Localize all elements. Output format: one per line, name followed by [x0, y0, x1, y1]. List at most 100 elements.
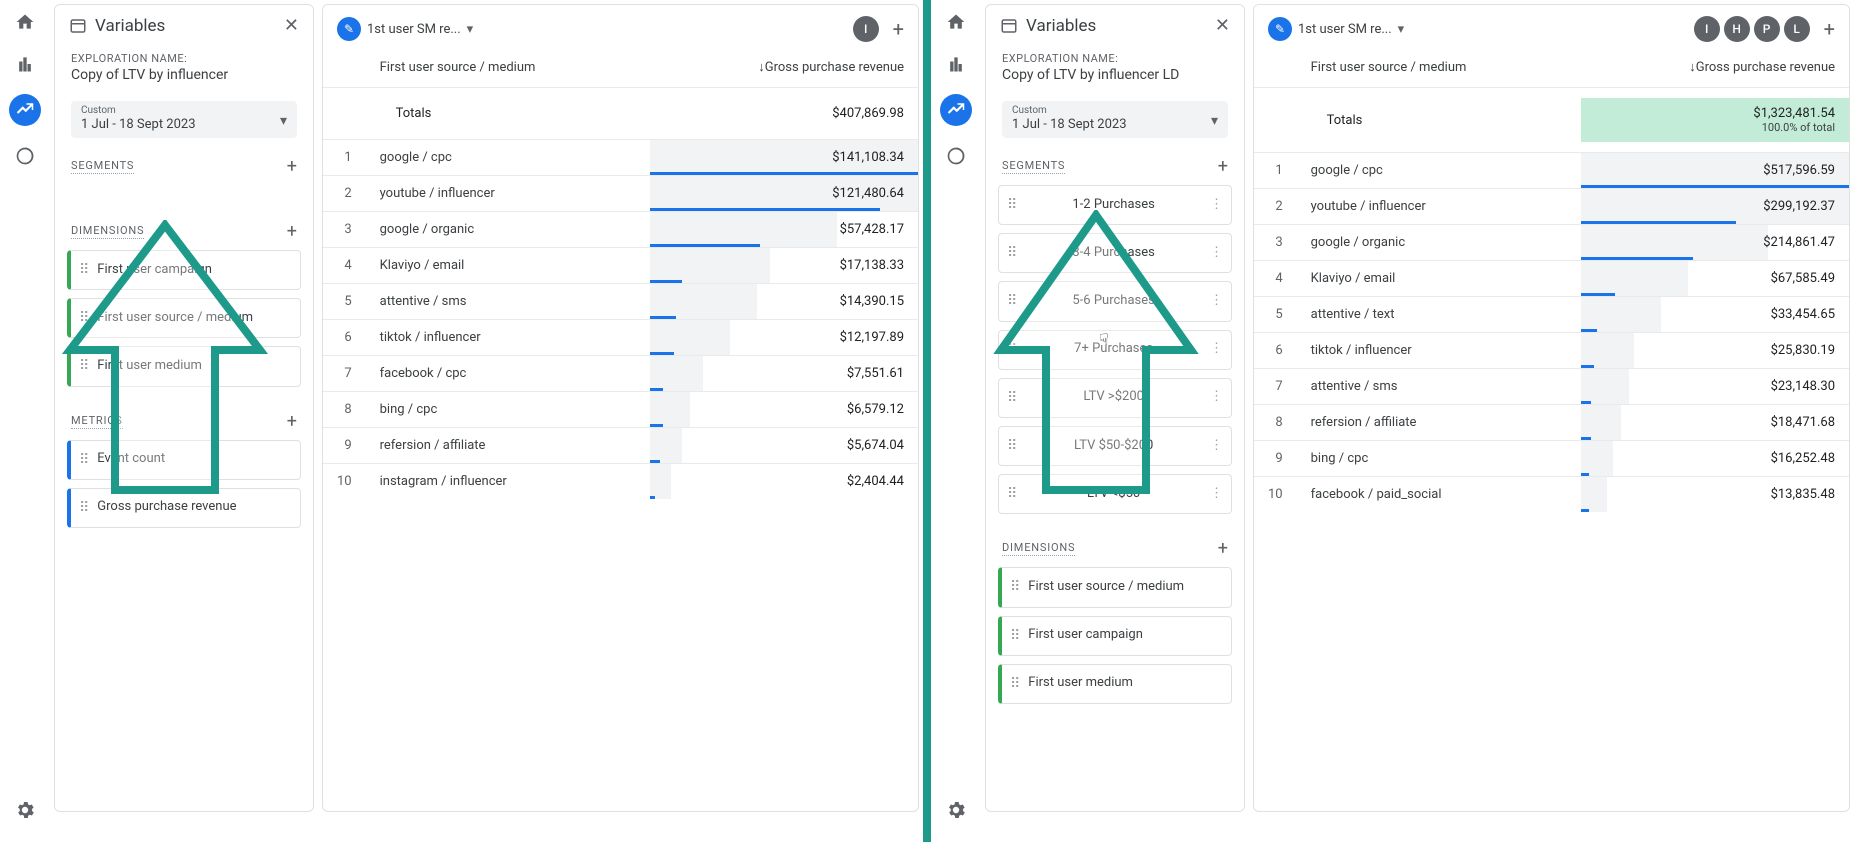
close-icon[interactable]: ✕: [1215, 15, 1230, 36]
reports-icon[interactable]: [13, 52, 37, 76]
chevron-down-icon[interactable]: ▾: [467, 22, 474, 37]
table-row[interactable]: 1google / cpc$517,596.59: [1254, 153, 1849, 189]
date-range-picker[interactable]: Custom 1 Jul - 18 Sept 2023 ▾: [71, 101, 297, 138]
close-icon[interactable]: ✕: [284, 15, 299, 36]
chip[interactable]: ⠿First user campaign: [67, 250, 301, 290]
chip-label: LTV >$200: [1083, 389, 1144, 406]
home-icon[interactable]: [944, 10, 968, 34]
row-value: $2,404.44: [650, 464, 918, 500]
table-row[interactable]: 10facebook / paid_social$13,835.48: [1254, 477, 1849, 513]
drag-handle-icon: ⠿: [1007, 437, 1017, 455]
table-row[interactable]: 7facebook / cpc$7,551.61: [323, 356, 918, 392]
chip-label: LTV $50-$200: [1074, 438, 1153, 455]
active-tab[interactable]: ✎ 1st user SM re... ▾: [329, 11, 481, 47]
table-row[interactable]: 3google / organic$57,428.17: [323, 212, 918, 248]
chip[interactable]: ⠿3-4 Purchases⋮: [998, 233, 1232, 273]
avatar[interactable]: I: [853, 16, 879, 42]
more-icon[interactable]: ⋮: [1210, 438, 1223, 455]
table-row[interactable]: 1google / cpc$141,108.34: [323, 140, 918, 176]
table-row[interactable]: 4Klaviyo / email$17,138.33: [323, 248, 918, 284]
chip[interactable]: ⠿7+ Purchases⋮: [998, 330, 1232, 370]
exploration-name[interactable]: Copy of LTV by influencer LD: [1002, 67, 1228, 83]
row-index: 5: [1254, 297, 1297, 333]
table-row[interactable]: 2youtube / influencer$121,480.64: [323, 176, 918, 212]
chip[interactable]: ⠿5-6 Purchases⋮: [998, 281, 1232, 321]
row-index: 8: [1254, 405, 1297, 441]
advertising-icon[interactable]: [13, 144, 37, 168]
table-row[interactable]: 6tiktok / influencer$12,197.89: [323, 320, 918, 356]
chip-label: 7+ Purchases: [1074, 341, 1153, 358]
add-segment-icon[interactable]: +: [287, 156, 297, 177]
chip[interactable]: ⠿First user campaign: [998, 616, 1232, 656]
reports-icon[interactable]: [944, 52, 968, 76]
table-row[interactable]: 7attentive / sms$23,148.30: [1254, 369, 1849, 405]
more-icon[interactable]: ⋮: [1210, 389, 1223, 406]
row-value: $141,108.34: [650, 140, 918, 176]
table-row[interactable]: 9refersion / affiliate$5,674.04: [323, 428, 918, 464]
more-icon[interactable]: ⋮: [1210, 486, 1223, 503]
chip[interactable]: ⠿LTV <$50⋮: [998, 474, 1232, 514]
table-row[interactable]: 10instagram / influencer$2,404.44: [323, 464, 918, 500]
exploration-name[interactable]: Copy of LTV by influencer: [71, 67, 297, 83]
active-tab[interactable]: ✎ 1st user SM re... ▾: [1260, 11, 1412, 47]
add-dimension-icon[interactable]: +: [1218, 538, 1228, 559]
avatar[interactable]: L: [1784, 16, 1810, 42]
chip[interactable]: ⠿Event count: [67, 440, 301, 480]
add-metric-icon[interactable]: +: [287, 411, 297, 432]
settings-icon[interactable]: [944, 798, 968, 822]
more-icon[interactable]: ⋮: [1210, 293, 1223, 310]
table-row[interactable]: 8bing / cpc$6,579.12: [323, 392, 918, 428]
row-value: $6,579.12: [650, 392, 918, 428]
dimension-column-header[interactable]: First user source / medium: [366, 47, 650, 88]
row-index: 1: [1254, 153, 1297, 189]
avatar[interactable]: I: [1694, 16, 1720, 42]
more-icon[interactable]: ⋮: [1210, 245, 1223, 262]
row-value: $25,830.19: [1581, 333, 1849, 369]
add-tab-icon[interactable]: +: [1816, 13, 1843, 45]
settings-icon[interactable]: [13, 798, 37, 822]
advertising-icon[interactable]: [944, 144, 968, 168]
row-value: $17,138.33: [650, 248, 918, 284]
explore-icon[interactable]: [940, 94, 972, 126]
table-row[interactable]: 2youtube / influencer$299,192.37: [1254, 189, 1849, 225]
chevron-down-icon[interactable]: ▾: [1398, 22, 1405, 37]
avatar[interactable]: P: [1754, 16, 1780, 42]
chip[interactable]: ⠿First user source / medium: [998, 567, 1232, 607]
chip[interactable]: ⠿First user medium: [67, 346, 301, 386]
table-row[interactable]: 3google / organic$214,861.47: [1254, 225, 1849, 261]
table-row[interactable]: 5attentive / sms$14,390.15: [323, 284, 918, 320]
chip[interactable]: ⠿First user medium: [998, 664, 1232, 704]
row-value: $14,390.15: [650, 284, 918, 320]
row-label: tiktok / influencer: [1297, 333, 1581, 369]
totals-label: Totals: [1297, 88, 1581, 153]
drag-handle-icon: ⠿: [1007, 389, 1017, 407]
explore-icon[interactable]: [9, 94, 41, 126]
date-range-picker[interactable]: Custom 1 Jul - 18 Sept 2023 ▾: [1002, 101, 1228, 138]
table-row[interactable]: 9bing / cpc$16,252.48: [1254, 441, 1849, 477]
chip[interactable]: ⠿1-2 Purchases⋮: [998, 185, 1232, 225]
dimension-column-header[interactable]: First user source / medium: [1297, 47, 1581, 88]
dimensions-heading: DIMENSIONS: [1002, 541, 1075, 556]
home-icon[interactable]: [13, 10, 37, 34]
table-row[interactable]: 8refersion / affiliate$18,471.68: [1254, 405, 1849, 441]
chip[interactable]: ⠿First user source / medium: [67, 298, 301, 338]
chip[interactable]: ⠿Gross purchase revenue: [67, 488, 301, 528]
metric-column-header[interactable]: ↓Gross purchase revenue: [650, 47, 918, 88]
table-row[interactable]: 6tiktok / influencer$25,830.19: [1254, 333, 1849, 369]
variables-panel: Variables ✕ EXPLORATION NAME: Copy of LT…: [54, 4, 314, 812]
chip[interactable]: ⠿ LTV $50-$200 ⋮: [998, 426, 1232, 466]
add-dimension-icon[interactable]: +: [287, 221, 297, 242]
row-index: 9: [1254, 441, 1297, 477]
table-row[interactable]: 4Klaviyo / email$67,585.49: [1254, 261, 1849, 297]
avatar[interactable]: H: [1724, 16, 1750, 42]
row-index: 7: [1254, 369, 1297, 405]
metric-column-header[interactable]: ↓Gross purchase revenue: [1581, 47, 1849, 88]
chip[interactable]: ⠿ LTV >$200 ⋮: [998, 378, 1232, 418]
more-icon[interactable]: ⋮: [1210, 341, 1223, 358]
add-segment-icon[interactable]: +: [1218, 156, 1228, 177]
more-icon[interactable]: ⋮: [1210, 197, 1223, 214]
row-label: google / cpc: [366, 140, 650, 176]
add-tab-icon[interactable]: +: [885, 13, 912, 45]
row-value: $57,428.17: [650, 212, 918, 248]
table-row[interactable]: 5attentive / text$33,454.65: [1254, 297, 1849, 333]
